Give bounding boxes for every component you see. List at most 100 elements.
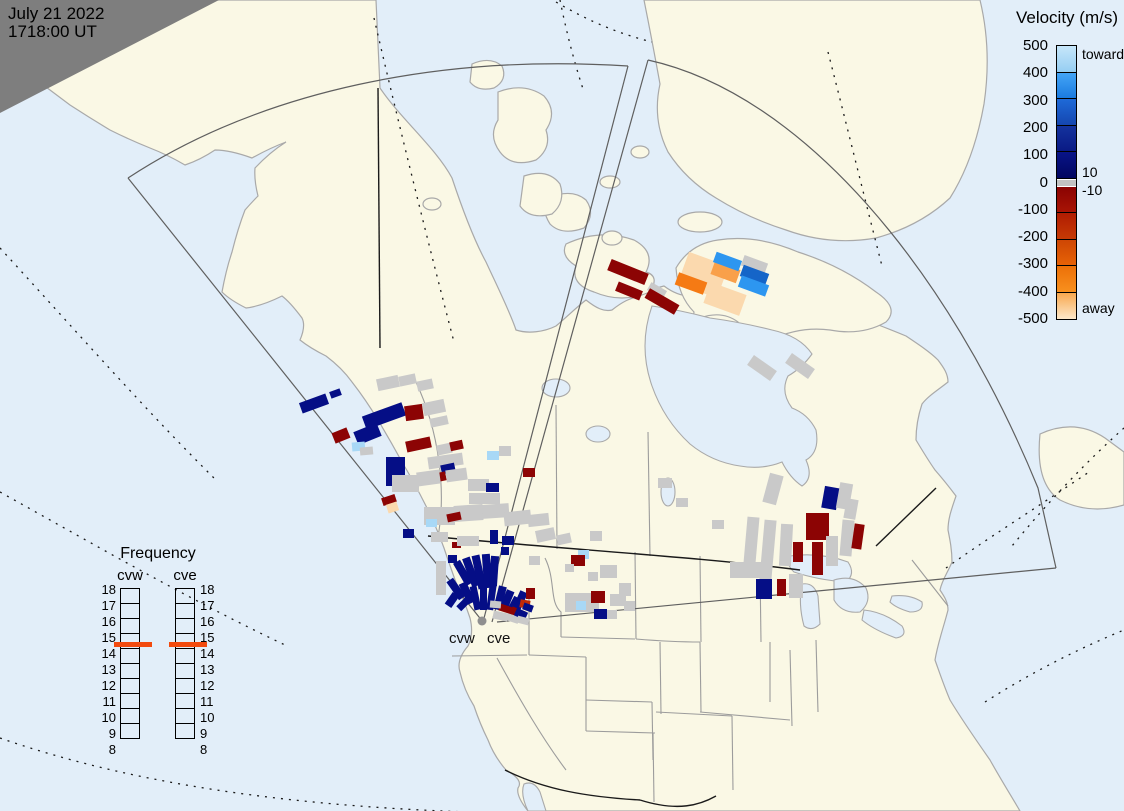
velocity-tick-label: -100	[1017, 200, 1048, 218]
frequency-ladder-cell	[175, 648, 195, 664]
frequency-ladder-cell	[175, 618, 195, 634]
arctic-islet	[422, 197, 442, 211]
frequency-ladder-cell	[120, 708, 140, 724]
velocity-cell	[488, 555, 500, 587]
velocity-cell	[843, 498, 859, 520]
frequency-ladder-cell	[120, 603, 140, 619]
arctic-island	[469, 59, 505, 90]
velocity-cell	[806, 513, 829, 540]
velocity-cell	[445, 467, 468, 483]
velocity-color-segment	[1057, 292, 1076, 319]
velocity-tick-label: 0	[1039, 173, 1048, 191]
velocity-cell	[785, 353, 815, 379]
velocity-cell	[469, 493, 500, 504]
frequency-ladder-cell	[120, 678, 140, 694]
velocity-cell	[298, 393, 330, 414]
frequency-ladder-cell	[175, 663, 195, 679]
frequency-ladder-cell	[120, 693, 140, 709]
frequency-ladder-cell	[120, 648, 140, 664]
frequency-scale-label: 13	[200, 662, 215, 677]
velocity-color-segment	[1057, 99, 1076, 126]
velocity-cell	[740, 255, 769, 274]
velocity-cell	[501, 547, 509, 555]
velocity-cell	[436, 561, 446, 595]
radar-fov-outline	[127, 59, 1057, 623]
great-slave-lake	[585, 425, 611, 443]
velocity-cell	[712, 251, 743, 272]
velocity-cell	[610, 594, 626, 606]
velocity-cell	[499, 446, 511, 456]
frequency-scale-label: 15	[200, 630, 215, 645]
frequency-scale-label: 8	[108, 742, 116, 757]
velocity-cell	[588, 572, 598, 581]
velocity-cell	[576, 601, 586, 610]
frequency-ladder-cell	[120, 588, 140, 604]
frequency-ladder-cell	[175, 678, 195, 694]
frequency-marker	[169, 642, 207, 647]
frequency-scale-label: 17	[101, 598, 116, 613]
velocity-cell	[446, 577, 466, 601]
velocity-cell	[710, 260, 741, 284]
velocity-cell	[644, 288, 680, 315]
frequency-scale-label: 8	[200, 742, 208, 757]
arctic-islet	[601, 230, 623, 246]
velocity-cell	[503, 509, 532, 527]
velocity-cell	[361, 402, 407, 430]
velocity-cell	[481, 503, 510, 519]
velocity-cell	[471, 554, 487, 590]
frequency-scale-label: 11	[102, 694, 117, 709]
velocity-cell	[615, 281, 643, 301]
velocity-cell	[429, 415, 449, 428]
velocity-cell	[404, 403, 424, 422]
velocity-cell	[742, 516, 760, 576]
arctic-island	[519, 172, 563, 217]
velocity-legend: Velocity (m/s) 500 400 300 200 100 0 -100 -200 -…	[990, 0, 1124, 340]
velocity-tick-label: 500	[1022, 37, 1048, 54]
frequency-ladder-cell	[175, 588, 195, 604]
velocity-color-segment	[1057, 72, 1076, 99]
velocity-cell	[747, 355, 777, 381]
velocity-cell	[619, 583, 631, 596]
frequency-ladder-cell	[120, 663, 140, 679]
velocity-cell	[489, 600, 502, 609]
velocity-cell	[578, 550, 589, 559]
velocity-cell	[403, 529, 414, 538]
frequency-scale-label: 12	[101, 678, 116, 693]
frequency-ladder-cvw	[120, 588, 140, 739]
velocity-cell	[607, 610, 617, 619]
velocity-cell	[421, 398, 447, 417]
velocity-cell	[490, 530, 498, 544]
velocity-cells-layer	[298, 251, 865, 626]
velocity-cell	[712, 520, 724, 529]
velocity-cell	[534, 527, 557, 543]
velocity-cell	[453, 559, 473, 587]
velocity-tick-label: -500	[1017, 310, 1048, 327]
velocity-cell	[793, 542, 803, 562]
velocity-cell	[359, 446, 374, 456]
velocity-cell	[331, 427, 351, 444]
velocity-cell	[529, 556, 540, 565]
frequency-panel: Frequency cvw cve 18 18 17 17 16 16 15 15 14 14 13…	[88, 545, 238, 775]
arctic-island	[492, 87, 553, 164]
velocity-cell	[762, 472, 784, 506]
frequency-scale-label: 9	[108, 726, 116, 741]
greenland-ellesmere-landmass	[643, 0, 988, 242]
velocity-cell	[462, 556, 480, 588]
velocity-cell	[502, 536, 514, 545]
lake-erie	[861, 609, 905, 639]
frequency-title: Frequency	[120, 545, 196, 562]
velocity-cell	[446, 511, 462, 523]
frequency-ladder-cell	[120, 618, 140, 634]
frequency-column-cve: cve	[173, 567, 197, 584]
velocity-color-segment	[1057, 239, 1076, 266]
velocity-cell	[777, 579, 786, 596]
velocity-cell	[448, 555, 457, 563]
frequency-scale-label: 11	[200, 694, 214, 709]
velocity-cell	[527, 512, 550, 528]
velocity-cell	[431, 532, 448, 542]
velocity-cell	[375, 374, 401, 392]
velocity-color-segment	[1057, 186, 1076, 213]
